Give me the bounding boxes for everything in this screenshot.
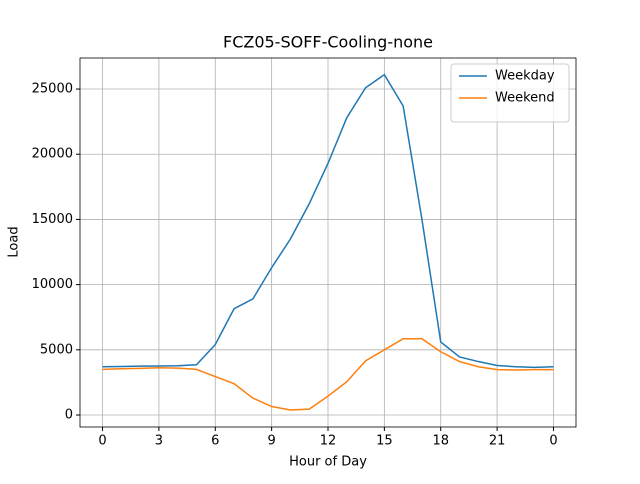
y-tick-label: 20000 [32, 147, 73, 162]
legend-box [450, 63, 570, 123]
x-tick-label: 21 [489, 434, 506, 449]
x-tick-label: 3 [155, 434, 163, 449]
legend: Weekday Weekend [450, 63, 570, 123]
y-tick-label: 10000 [32, 277, 73, 292]
y-tick-label: 5000 [40, 342, 73, 357]
x-tick-label: 0 [549, 434, 557, 449]
y-tick-label: 15000 [32, 212, 73, 227]
x-axis-label: Hour of Day [289, 455, 367, 470]
x-tick-label: 0 [98, 434, 106, 449]
plot-frame [79, 57, 577, 428]
x-tick-label: 18 [432, 434, 449, 449]
y-tick-label: 25000 [32, 82, 73, 97]
chart-title: FCZ05-SOFF-Cooling-none [223, 33, 433, 52]
legend-label: Weekend [495, 91, 555, 106]
x-tick-label: 12 [320, 434, 337, 449]
x-tick-label: 9 [267, 434, 275, 449]
data-line [102, 337, 554, 411]
y-axis-label: Load [7, 226, 22, 257]
y-tick-label: 0 [65, 408, 73, 423]
legend-label: Weekday [495, 69, 555, 84]
x-tick-label: 6 [211, 434, 219, 449]
data-line [102, 73, 554, 369]
x-tick-label: 15 [376, 434, 393, 449]
